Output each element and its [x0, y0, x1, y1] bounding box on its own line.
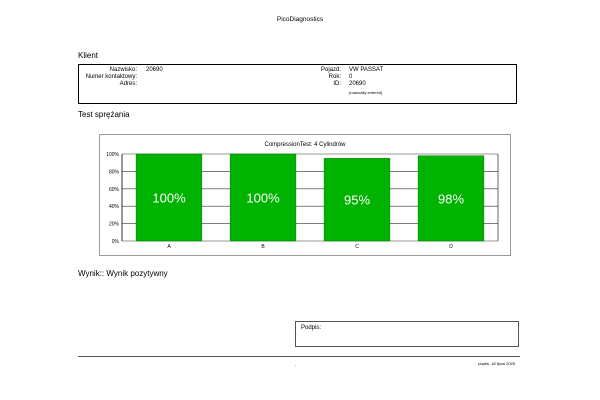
vehicle-label: Pojazd:	[320, 67, 341, 73]
footer-divider	[78, 356, 520, 357]
year-label: Rok:	[328, 74, 341, 80]
id-value: 20690	[349, 81, 366, 87]
address-label: Adres:	[119, 81, 137, 87]
y-tick-label: 20%	[109, 222, 120, 228]
contact-label: Numer kontaktowy:	[85, 74, 137, 80]
x-tick-label: D	[449, 244, 453, 250]
client-info-box	[78, 64, 517, 104]
x-tick-label: B	[261, 244, 265, 250]
bar-value-label: 95%	[344, 193, 370, 208]
compression-chart: 0% 20% 40% 60% 80% 100% 100% A 100% B 95% C 98% D	[106, 152, 499, 250]
bar	[135, 153, 203, 242]
signature-box: Podpis:	[295, 321, 519, 347]
name-value: 20690	[146, 67, 163, 73]
result-value: Wynik pozytywny	[106, 269, 168, 278]
x-tick-label: C	[355, 244, 359, 250]
id-label: ID:	[333, 81, 341, 87]
bar-value-label: 100%	[152, 191, 186, 206]
client-section-title: Klient	[78, 51, 99, 60]
x-tick-label: A	[167, 244, 171, 250]
footer-date: piątek, 18 lipca 2025	[478, 361, 515, 366]
bar-value-label: 100%	[246, 191, 280, 206]
name-label: Nazwisko:	[109, 67, 137, 73]
y-tick-label: 0%	[112, 239, 120, 245]
bar	[229, 153, 297, 242]
result-label: Wynik::	[78, 269, 105, 278]
chart-title: CompressionTest: 4 Cylindrów	[264, 142, 346, 148]
bar	[417, 155, 485, 242]
test-section-title: Test sprężania	[78, 110, 130, 119]
id-note: (manually entered)	[349, 90, 383, 95]
y-tick-label: 80%	[109, 169, 120, 175]
year-value: 0	[349, 74, 353, 80]
footer-center: -	[295, 362, 297, 367]
vehicle-value: VW PASSAT	[349, 67, 384, 73]
y-tick-label: 60%	[109, 187, 120, 193]
result-line: Wynik:: Wynik pozytywny	[78, 269, 168, 278]
bar	[323, 158, 391, 242]
chart-frame: CompressionTest: 4 Cylindrów 0% 20% 40% 60%…	[99, 134, 511, 256]
bar-value-label: 98%	[438, 191, 464, 206]
y-tick-label: 40%	[109, 204, 120, 210]
y-tick-label: 100%	[106, 152, 119, 158]
app-title: PicoDiagnostics	[276, 16, 324, 23]
signature-label: Podpis:	[301, 325, 322, 331]
